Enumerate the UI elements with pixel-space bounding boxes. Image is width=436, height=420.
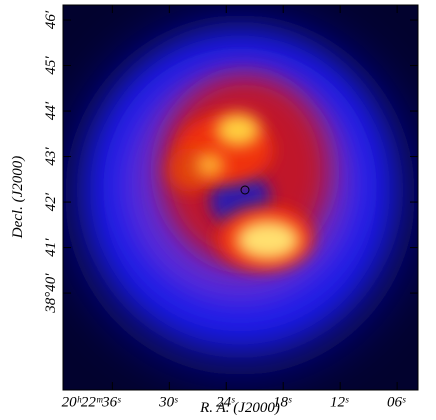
x-tick-label: 30ˢ — [158, 395, 178, 411]
x-tick-label: 18ˢ — [273, 395, 292, 411]
y-tick-label: 42′ — [43, 192, 59, 211]
x-tick-label: 24ˢ — [216, 395, 235, 411]
y-tick-label: 45′ — [43, 56, 59, 75]
y-tick-label: 43′ — [43, 147, 59, 166]
y-tick-label: 38°40′ — [43, 273, 59, 314]
sky-image — [63, 5, 418, 390]
y-tick-label: 41′ — [43, 238, 59, 257]
x-tick-label: 12ˢ — [330, 395, 349, 411]
x-tick-label: 20ʰ22ᵐ36ˢ — [62, 395, 122, 411]
y-axis-title: Decl. (J2000) — [10, 156, 26, 239]
y-tick-label: 44′ — [43, 101, 59, 120]
x-tick-label: 06ˢ — [387, 395, 406, 411]
frame — [62, 4, 419, 391]
y-tick-label: 46′ — [43, 10, 59, 29]
x-axis-title: R. A. (J2000) — [199, 400, 280, 416]
